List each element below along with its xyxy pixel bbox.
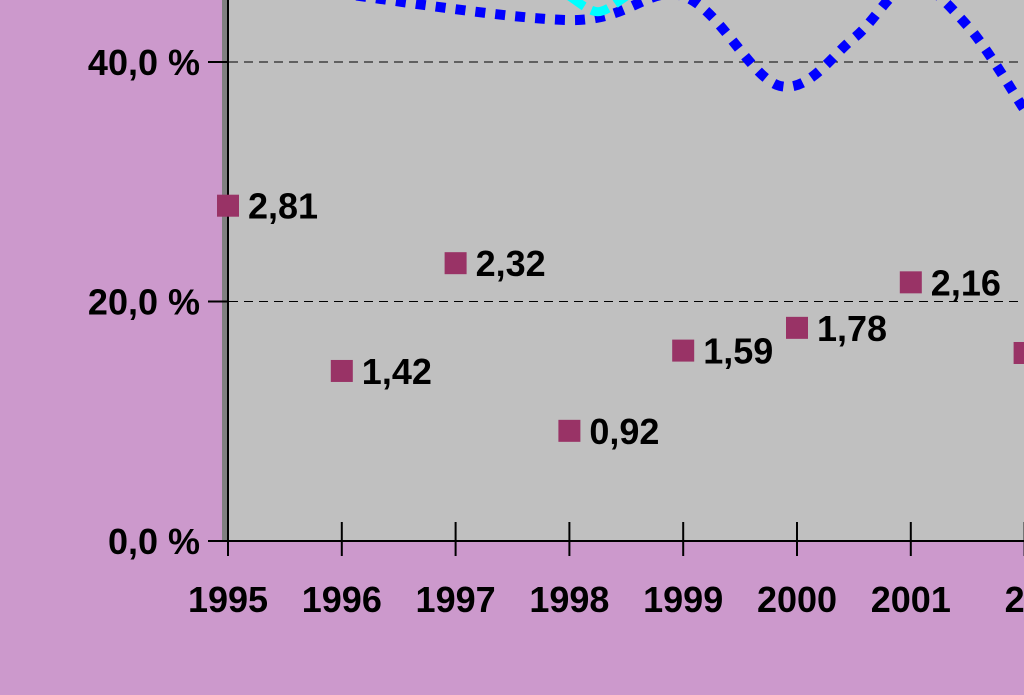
marker-layer: [217, 194, 1024, 442]
data-label: 2,16: [931, 262, 1001, 303]
data-point-marker: [330, 359, 353, 382]
data-point-marker: [1013, 341, 1024, 364]
data-point-marker: [899, 271, 922, 294]
data-label: 0,92: [589, 411, 659, 452]
x-tick-label: 1996: [302, 579, 382, 620]
data-label: 1,78: [817, 308, 887, 349]
x-tick-label: 1995: [188, 579, 268, 620]
x-tick-label: 2001: [871, 579, 951, 620]
series-line-dashed: [567, 0, 629, 17]
data-point-marker: [217, 194, 239, 217]
data-point-marker: [444, 252, 467, 275]
data-label: 2,81: [248, 186, 318, 227]
label-layer: 2,81 1,42 2,32 0,92 1,59 1,78 2,16: [248, 186, 1001, 452]
data-label: 2,32: [476, 243, 546, 284]
tick-layer: 0,0 %20,0 %40,0 %1995 1996 1997 1998 1999 200…: [88, 42, 1024, 620]
line-layer: [352, 0, 1024, 113]
x-tick-label: 20: [1005, 579, 1024, 620]
y-tick-label: 40,0 %: [88, 42, 200, 83]
y-tick-label: 0,0 %: [108, 521, 200, 562]
data-point-marker: [558, 419, 581, 442]
data-point-marker: [672, 339, 695, 362]
x-tick-label: 1999: [643, 579, 723, 620]
y-tick-label: 20,0 %: [88, 282, 200, 323]
series-line-dotted: [352, 0, 1024, 113]
x-tick-label: 1997: [416, 579, 496, 620]
grid-layer: [229, 61, 1024, 302]
data-point-marker: [786, 316, 808, 339]
x-tick-label: 1998: [529, 579, 609, 620]
data-label: 1,42: [362, 351, 432, 392]
data-label: 1,59: [703, 331, 773, 372]
plot-area: [229, 0, 1024, 541]
x-tick-label: 2000: [757, 579, 837, 620]
